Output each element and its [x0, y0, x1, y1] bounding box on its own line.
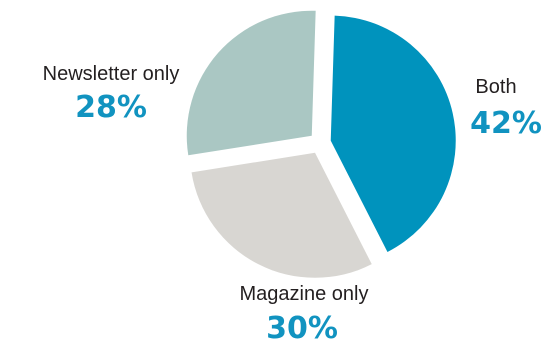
pie-slices — [186, 10, 456, 278]
slice-label-magazine-only: Magazine only — [240, 283, 369, 305]
slice-value-both: 42% — [470, 106, 542, 141]
pie-slice-magazine-only — [191, 152, 372, 278]
slice-value-magazine-only: 30% — [266, 311, 338, 341]
slice-label-both: Both — [475, 76, 516, 98]
slice-value-newsletter-only: 28% — [75, 90, 147, 125]
pie-slice-newsletter-only — [186, 10, 316, 156]
slice-label-newsletter-only: Newsletter only — [43, 63, 180, 85]
pie-slice-both — [330, 15, 456, 252]
